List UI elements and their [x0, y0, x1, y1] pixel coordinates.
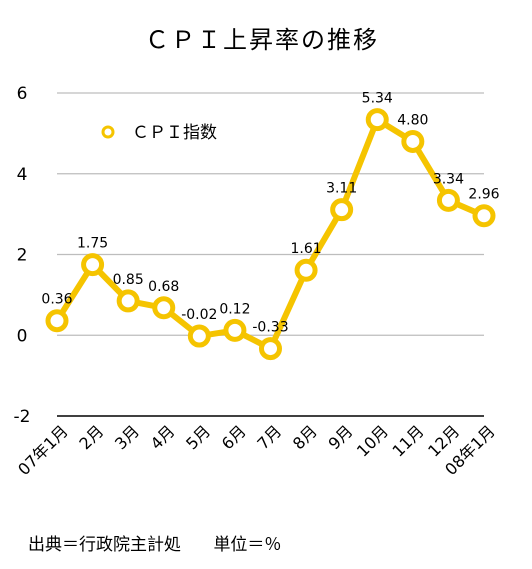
gridlines: [57, 92, 484, 417]
y-tick-label: -2: [14, 407, 31, 427]
x-tick-label: 07年1月: [14, 421, 72, 479]
x-tick-label: 9月: [325, 421, 357, 453]
unit-label: 単位＝％: [213, 535, 282, 555]
data-point: [81, 253, 105, 277]
legend-label: ＣＰＩ指数: [132, 123, 217, 143]
x-tick-label: 2月: [75, 421, 107, 453]
source-label: 出典＝行政院主計処: [28, 535, 181, 555]
data-point: [152, 296, 176, 320]
data-point: [116, 289, 140, 313]
data-point: [401, 129, 425, 153]
x-tick-label: 7月: [253, 421, 285, 453]
data-point: [472, 204, 496, 228]
legend-marker: [101, 125, 115, 139]
data-point: [45, 309, 69, 333]
series-cpi: 0.36 1.75 0.85 0.68-0.02 0.12-0.33 1.61 3.11 5.…: [41, 91, 500, 361]
data-label: 1.61: [290, 241, 321, 257]
source-note: 出典＝行政院主計処 単位＝％: [28, 530, 281, 555]
data-point: [294, 258, 318, 282]
data-label: 0.68: [148, 279, 179, 295]
y-tick-label: 2: [17, 246, 28, 266]
data-point: [330, 198, 354, 222]
data-label: 5.34: [362, 91, 393, 107]
x-tick-label: 4月: [147, 421, 179, 453]
x-tick-label: 8月: [289, 421, 321, 453]
data-point: [187, 324, 211, 348]
x-tick-label: 10月: [353, 421, 392, 460]
legend: ＣＰＩ指数: [101, 123, 217, 143]
data-label: 3.11: [326, 181, 357, 197]
data-label: 0.12: [219, 301, 250, 317]
x-tick-label: 11月: [389, 421, 428, 460]
data-label: 0.36: [41, 292, 72, 308]
data-label: 2.96: [468, 187, 499, 203]
data-point: [259, 337, 282, 361]
y-axis: 6 4 2 0 -2: [14, 84, 31, 427]
chart-title: ＣＰＩ上昇率の推移: [145, 26, 379, 54]
y-tick-label: 6: [17, 84, 28, 104]
series-line: [54, 116, 487, 352]
data-label: 0.85: [113, 272, 144, 288]
data-label: 4.80: [397, 112, 428, 128]
data-point: [223, 318, 247, 342]
data-label: 1.75: [77, 236, 108, 252]
data-label: -0.33: [252, 320, 288, 336]
data-point: [365, 108, 389, 132]
x-tick-label: 3月: [111, 421, 143, 453]
data-label: -0.02: [181, 307, 217, 323]
y-tick-label: 4: [17, 165, 28, 185]
data-label: 3.34: [433, 171, 464, 187]
x-tick-label: 5月: [182, 421, 214, 453]
data-point: [436, 188, 460, 212]
y-tick-label: 0: [17, 326, 28, 346]
x-tick-label: 6月: [218, 421, 250, 453]
